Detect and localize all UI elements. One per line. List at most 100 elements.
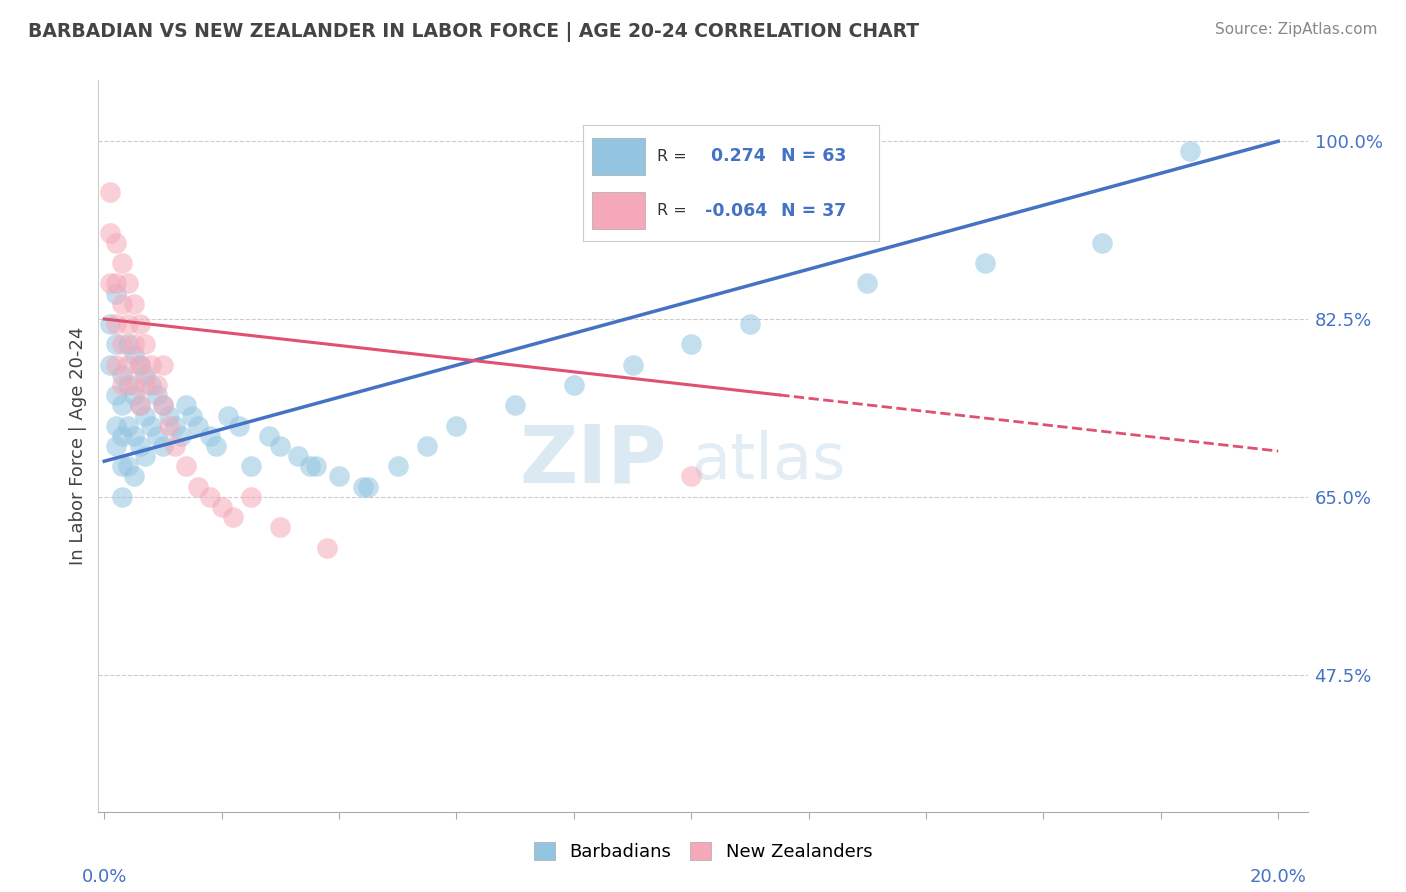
Text: atlas: atlas [690,430,845,491]
Point [122,469,145,483]
Point [122,429,145,443]
Point [111,459,134,474]
Point [562,378,585,392]
Point [134,378,156,392]
Point [111,337,134,351]
Point [298,459,321,474]
Point [105,337,128,351]
Point [98,317,121,331]
Text: N = 63: N = 63 [782,147,846,165]
Point [105,277,128,291]
Point [152,439,174,453]
Point [328,469,350,483]
Bar [592,137,645,175]
Point [146,378,169,392]
Point [621,358,644,372]
Point [111,256,134,270]
Point [117,358,139,372]
Point [111,490,134,504]
Point [187,418,209,433]
Point [98,358,121,372]
Point [117,317,139,331]
Point [152,398,174,412]
Point [1091,235,1114,250]
Point [122,347,145,362]
Point [122,378,145,392]
Point [105,358,128,372]
Point [128,317,150,331]
Point [105,388,128,402]
Point [352,480,374,494]
Point [681,469,703,483]
Text: Source: ZipAtlas.com: Source: ZipAtlas.com [1215,22,1378,37]
Point [163,439,186,453]
Point [856,277,879,291]
Point [98,226,121,240]
Point [204,439,226,453]
Point [122,337,145,351]
Point [122,297,145,311]
Point [269,439,291,453]
Point [117,459,139,474]
Point [111,297,134,311]
Point [141,418,163,433]
Point [198,490,221,504]
Point [128,439,150,453]
Point [117,418,139,433]
Point [117,378,139,392]
Point [503,398,526,412]
Point [157,418,180,433]
Point [98,277,121,291]
Text: R =: R = [658,149,688,164]
Text: 0.0%: 0.0% [82,868,127,886]
Point [738,317,761,331]
Text: -0.064: -0.064 [704,202,766,219]
Point [134,368,156,382]
Point [176,398,198,412]
Text: BARBADIAN VS NEW ZEALANDER IN LABOR FORCE | AGE 20-24 CORRELATION CHART: BARBADIAN VS NEW ZEALANDER IN LABOR FORC… [28,22,920,42]
Point [111,368,134,382]
Point [1180,145,1202,159]
Point [240,490,263,504]
Point [228,418,250,433]
Point [141,358,163,372]
Legend: Barbadians, New Zealanders: Barbadians, New Zealanders [534,842,872,861]
Point [152,398,174,412]
Text: 20.0%: 20.0% [1250,868,1306,886]
Point [973,256,995,270]
Point [217,409,239,423]
Text: N = 37: N = 37 [782,202,846,219]
Point [287,449,309,463]
Point [211,500,233,514]
Point [105,235,128,250]
Point [111,429,134,443]
Point [187,480,209,494]
Point [146,429,169,443]
Point [169,429,191,443]
Text: R =: R = [658,203,688,219]
Point [240,459,263,474]
Point [128,398,150,412]
Point [117,337,139,351]
Point [128,358,150,372]
Point [141,378,163,392]
Point [105,317,128,331]
Point [387,459,409,474]
Point [134,449,156,463]
Point [111,378,134,392]
Point [446,418,468,433]
Point [122,388,145,402]
Point [134,337,156,351]
Point [257,429,280,443]
Point [157,409,180,423]
Point [222,510,245,524]
Point [681,337,703,351]
Point [176,459,198,474]
Point [181,409,204,423]
Text: ZIP: ZIP [519,422,666,500]
Point [98,185,121,199]
Point [105,439,128,453]
Point [117,277,139,291]
Point [304,459,326,474]
Point [152,358,174,372]
